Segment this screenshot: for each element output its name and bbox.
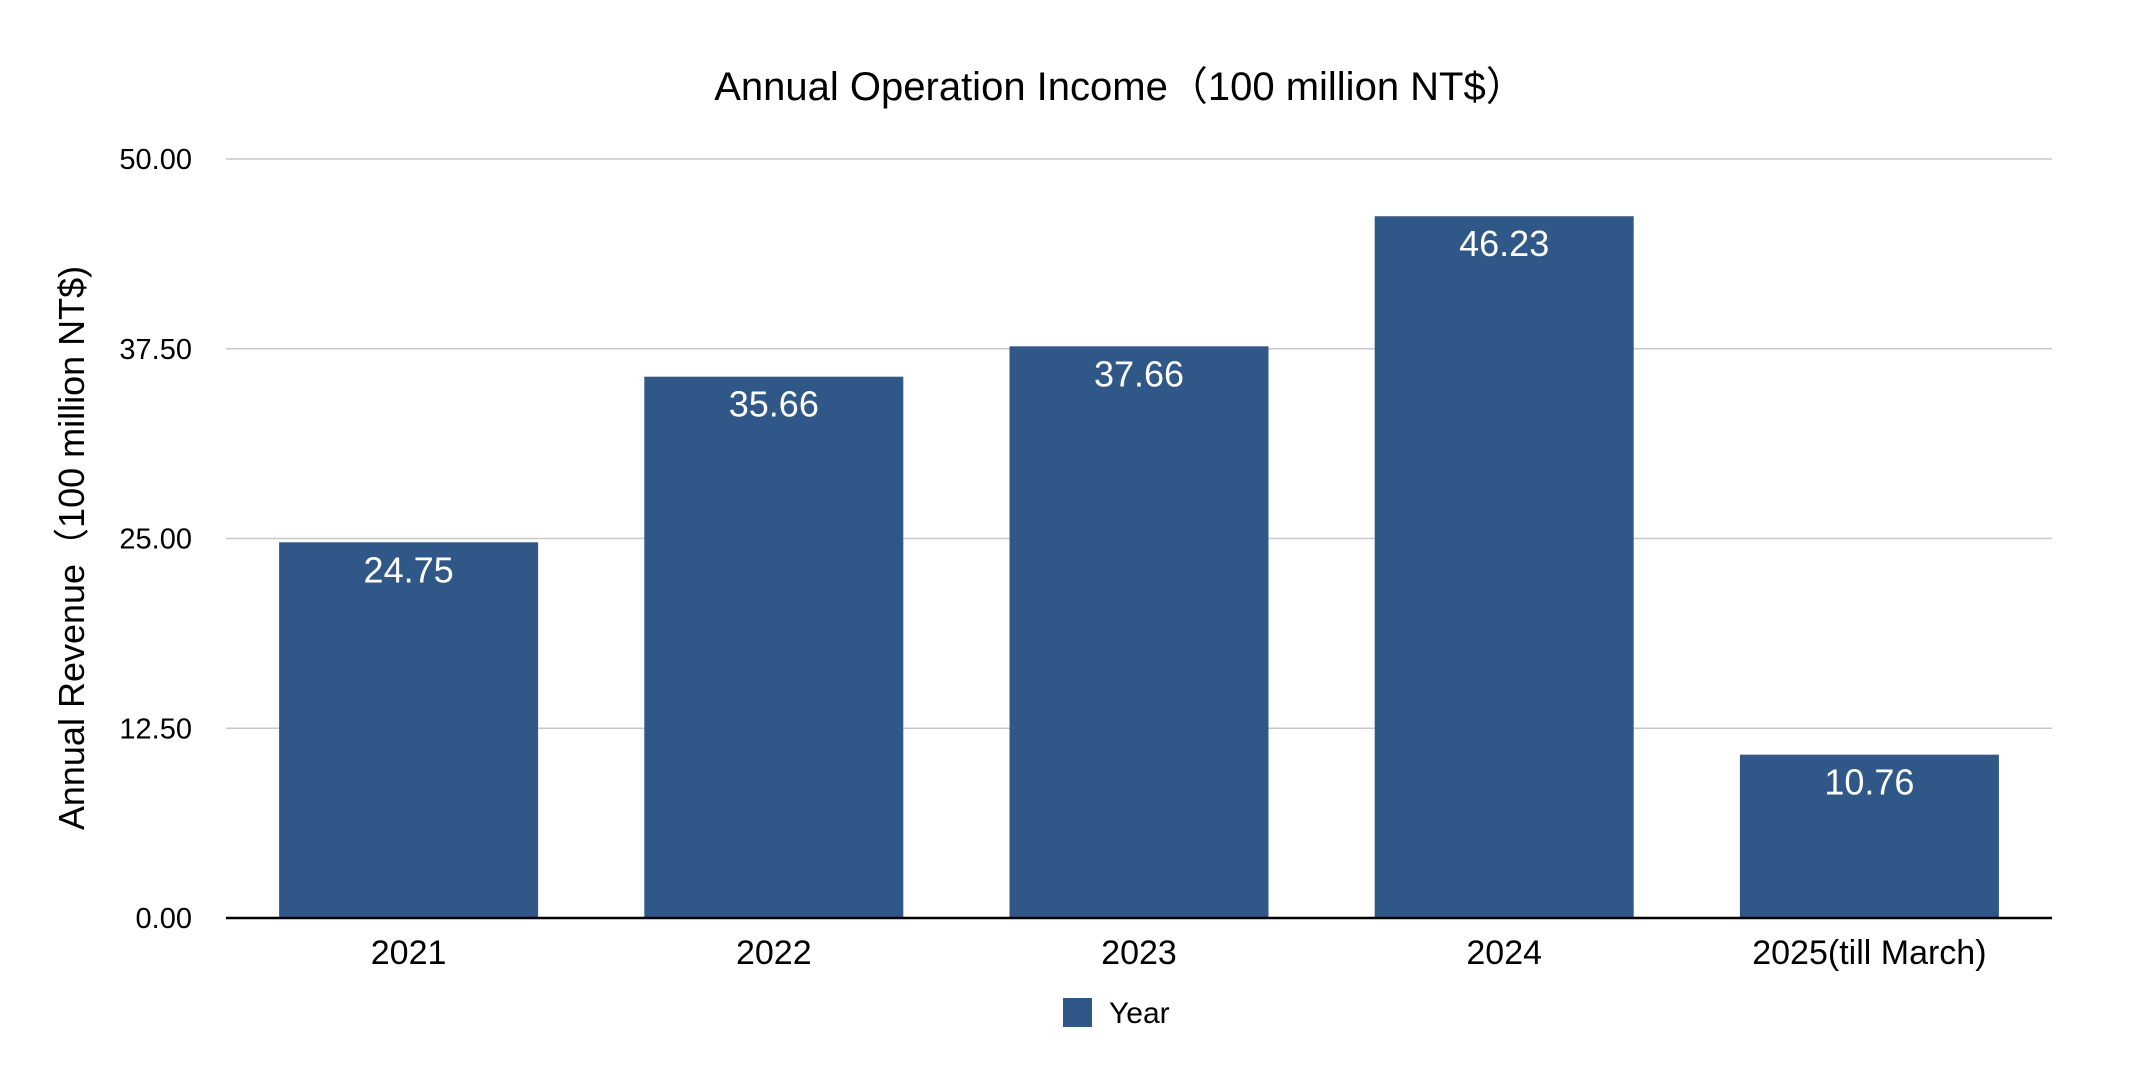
x-tick-label: 2024 [1466, 934, 1542, 972]
bar-2025(till March) [1739, 754, 1999, 918]
data-label: 10.76 [1824, 762, 1914, 803]
bar-2022 [644, 376, 904, 918]
data-label: 37.66 [1094, 353, 1184, 394]
bar-2024 [1374, 216, 1634, 918]
x-tick-label: 2025(till March) [1752, 934, 1986, 972]
y-axis-ticks: 0.00 12.50 25.00 37.50 50.00 [119, 144, 192, 935]
y-tick-label: 0.00 [136, 903, 192, 935]
y-axis-title: Annual Revenue（100 million NT$) [51, 266, 92, 830]
legend-swatch [1063, 998, 1092, 1027]
y-tick-label: 37.50 [119, 334, 192, 366]
data-label: 35.66 [729, 384, 819, 425]
data-label: 24.75 [364, 549, 454, 590]
x-tick-label: 2023 [1101, 934, 1177, 972]
bar-2023 [1009, 346, 1269, 919]
chart-title: Annual Operation Income（100 million NT$） [714, 65, 1526, 109]
bars [279, 216, 1999, 919]
y-tick-label: 50.00 [119, 144, 192, 176]
data-label: 46.23 [1459, 223, 1549, 264]
y-tick-label: 25.00 [119, 524, 192, 556]
legend-label: Year [1109, 997, 1170, 1030]
x-tick-label: 2022 [736, 934, 812, 972]
legend: Year [1063, 997, 1170, 1030]
y-tick-label: 12.50 [119, 713, 192, 745]
x-tick-label: 2021 [371, 934, 447, 972]
x-axis-ticks: 2021 2022 2023 2024 2025(till March) [371, 934, 1987, 972]
data-labels: 24.75 35.66 37.66 46.23 10.76 [364, 223, 1915, 802]
bar-2021 [279, 542, 539, 918]
